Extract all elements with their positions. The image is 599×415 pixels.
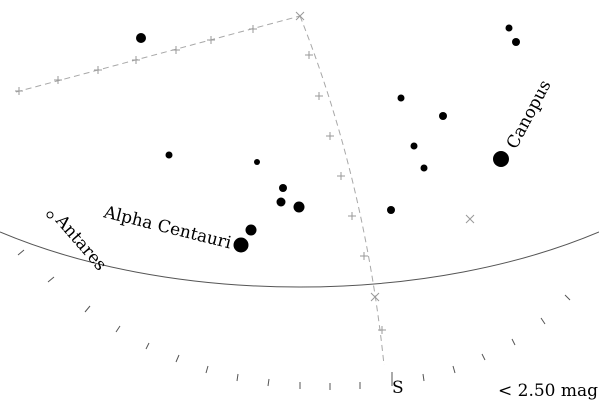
star xyxy=(439,112,447,120)
star xyxy=(165,151,173,159)
star xyxy=(245,224,257,236)
magnitude-limit-note: < 2.50 mag xyxy=(498,381,598,401)
star xyxy=(293,201,305,213)
celestial-grid xyxy=(15,11,475,366)
horizon-arc xyxy=(0,231,599,288)
star xyxy=(387,206,395,214)
star-alpha-centauri xyxy=(233,237,249,253)
horizon xyxy=(0,231,599,390)
star xyxy=(420,164,428,172)
star xyxy=(279,184,287,192)
stars xyxy=(46,24,520,253)
horizon-direction-label: S xyxy=(392,378,404,398)
star xyxy=(397,94,405,102)
star xyxy=(410,142,418,150)
star-label-alpha-centauri: Alpha Centauri xyxy=(101,202,234,253)
grid-line-declination xyxy=(15,15,301,93)
star xyxy=(254,159,260,165)
star-label-canopus: Canopus xyxy=(503,77,556,153)
grid-line-meridian xyxy=(299,15,385,366)
star xyxy=(276,197,286,207)
star-canopus xyxy=(493,151,509,167)
grid-tick-marks xyxy=(15,11,475,334)
star xyxy=(136,33,146,43)
star-antares xyxy=(46,211,54,219)
star xyxy=(512,38,520,46)
star xyxy=(505,24,513,32)
horizon-ticks xyxy=(17,249,571,390)
